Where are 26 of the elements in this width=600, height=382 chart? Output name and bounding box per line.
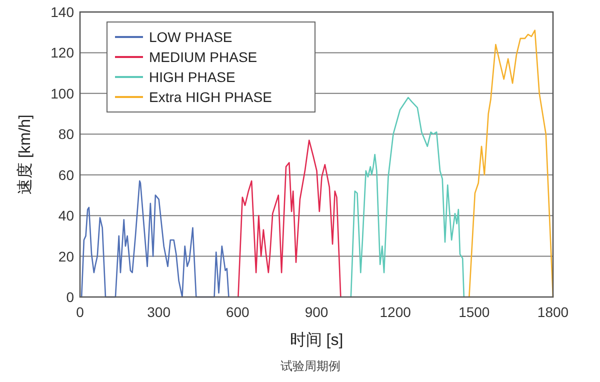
y-tick-label: 60 bbox=[58, 166, 74, 183]
legend-label: Extra HIGH PHASE bbox=[149, 89, 272, 105]
y-tick-label: 20 bbox=[58, 248, 74, 264]
text: 试验周期例 bbox=[280, 359, 340, 373]
y-tick-label: 80 bbox=[58, 126, 74, 142]
y-axis-title: 速度 [km/h] bbox=[16, 114, 34, 195]
x-tick-label: 1500 bbox=[458, 304, 490, 320]
x-tick-label: 1200 bbox=[380, 304, 412, 320]
x-tick-label: 300 bbox=[147, 304, 171, 320]
x-tick-label: 900 bbox=[304, 304, 328, 320]
line-series bbox=[238, 140, 342, 298]
x-axis-title: 时间 [s] bbox=[290, 331, 344, 349]
line-series bbox=[80, 180, 230, 298]
x-tick-label: 1800 bbox=[537, 304, 569, 320]
x-tick-label: 0 bbox=[76, 304, 84, 320]
x-tick-label: 600 bbox=[226, 304, 250, 320]
y-tick-label: 100 bbox=[50, 85, 74, 102]
line-series bbox=[350, 96, 465, 298]
line-series bbox=[468, 30, 554, 298]
y-tick-label: 140 bbox=[50, 4, 74, 20]
legend-label: HIGH PHASE bbox=[149, 69, 236, 85]
y-tick-label: 120 bbox=[50, 44, 74, 61]
legend-label: MEDIUM PHASE bbox=[149, 49, 258, 65]
legend-label: LOW PHASE bbox=[149, 29, 232, 45]
y-tick-label: 0 bbox=[66, 289, 74, 305]
y-tick-label: 40 bbox=[58, 208, 74, 224]
